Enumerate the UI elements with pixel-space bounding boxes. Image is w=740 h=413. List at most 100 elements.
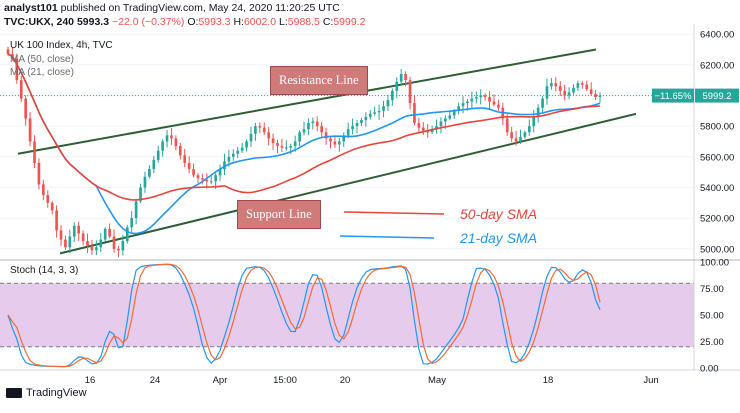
candle [523,130,527,139]
axes-layer: 5000.005200.005400.005600.005800.006000.… [0,24,740,386]
candle [594,89,597,101]
candle [311,117,315,130]
candle-body [99,239,103,248]
stoch-title[interactable]: Stoch (14, 3, 3) [10,265,79,276]
candle-body [488,97,491,102]
candle-body [90,245,94,251]
publisher-name[interactable]: analyst101 [4,2,58,14]
candle-body [563,90,566,96]
candle [302,121,306,136]
symbol-text[interactable]: TVC:UKX, 240 [4,16,75,28]
candle-body [77,225,81,234]
candle-body [338,141,341,145]
candle [474,91,478,104]
candle [68,229,72,254]
candle [351,118,354,135]
candle-body [276,143,279,147]
legend-ma50[interactable]: MA (50, close) [10,54,74,65]
candle [545,78,549,105]
candle-body [130,218,134,228]
candle [527,119,531,136]
candle-body [170,135,173,139]
candle-body [271,138,275,143]
time-tick-label: 15:00 [273,375,297,386]
candle-body [227,156,231,162]
candle-body [59,230,63,240]
candle [550,78,553,90]
candle-body [558,86,562,91]
candle [55,205,58,238]
candle [519,129,522,144]
candle [72,222,76,243]
time-tick-label: May [428,375,446,386]
candle-body [550,83,553,87]
candle-body [523,132,527,137]
candle-body [86,241,89,246]
candle [103,227,107,242]
candle [196,173,200,183]
candle-body [148,169,151,177]
stoch-tick-label: 100.00 [700,258,729,269]
candle-body [408,80,412,104]
candle-body [576,83,580,88]
candle [117,245,120,258]
candle-body [231,153,235,157]
candle [391,88,394,106]
candle-body [470,98,474,102]
candle [479,89,483,105]
candle [342,132,346,148]
candle-body [444,118,447,122]
candle [99,232,103,252]
price-change: −22.0 (−0.37%) [112,16,185,28]
candle [90,239,94,255]
moving-averages-layer [0,53,694,235]
candle [64,235,67,251]
candle [488,91,491,109]
stoch-band-layer [0,282,694,348]
pct-badge-text: −11.65% [654,91,692,102]
candle-body [373,112,377,114]
candle [408,76,412,110]
candle-body [152,159,156,170]
candle [501,102,505,126]
candle-body [581,83,584,85]
candle [554,77,558,92]
candle [541,96,544,113]
candle-body [541,98,544,108]
ma50-line [7,53,601,201]
last-price: 5993.3 [76,16,110,28]
candle [37,158,41,190]
candle-body [474,97,478,99]
candle-body [413,103,416,124]
candle-body [50,202,54,211]
trend-lines-layer [17,48,637,255]
candle-body [329,138,332,142]
candle-body [95,247,98,251]
legend-ma21[interactable]: MA (21, close) [10,67,74,78]
resistance-trendline [17,48,597,155]
candle-body [103,228,107,240]
candle-body [205,179,209,182]
support-trendline [59,112,637,255]
candle-body [466,101,469,104]
candle [532,109,536,133]
tradingview-logo[interactable]: TradingView [6,387,87,399]
candle [585,80,589,92]
tradingview-icon [6,388,22,398]
pct-badge [652,88,694,103]
sma21-legend-stroke [339,235,435,239]
candle-body [307,123,310,130]
candle-body [377,110,381,113]
candle [373,106,377,116]
sma21-label: 21-day SMA [460,230,538,246]
stoch-tick-label: 0.00 [700,364,719,375]
candle-body [280,146,284,148]
high-value: 6002.0 [243,16,277,28]
candle-body [42,184,45,196]
candle [174,135,178,151]
candle [218,164,222,181]
candle-body [267,132,270,139]
candle [298,130,301,147]
